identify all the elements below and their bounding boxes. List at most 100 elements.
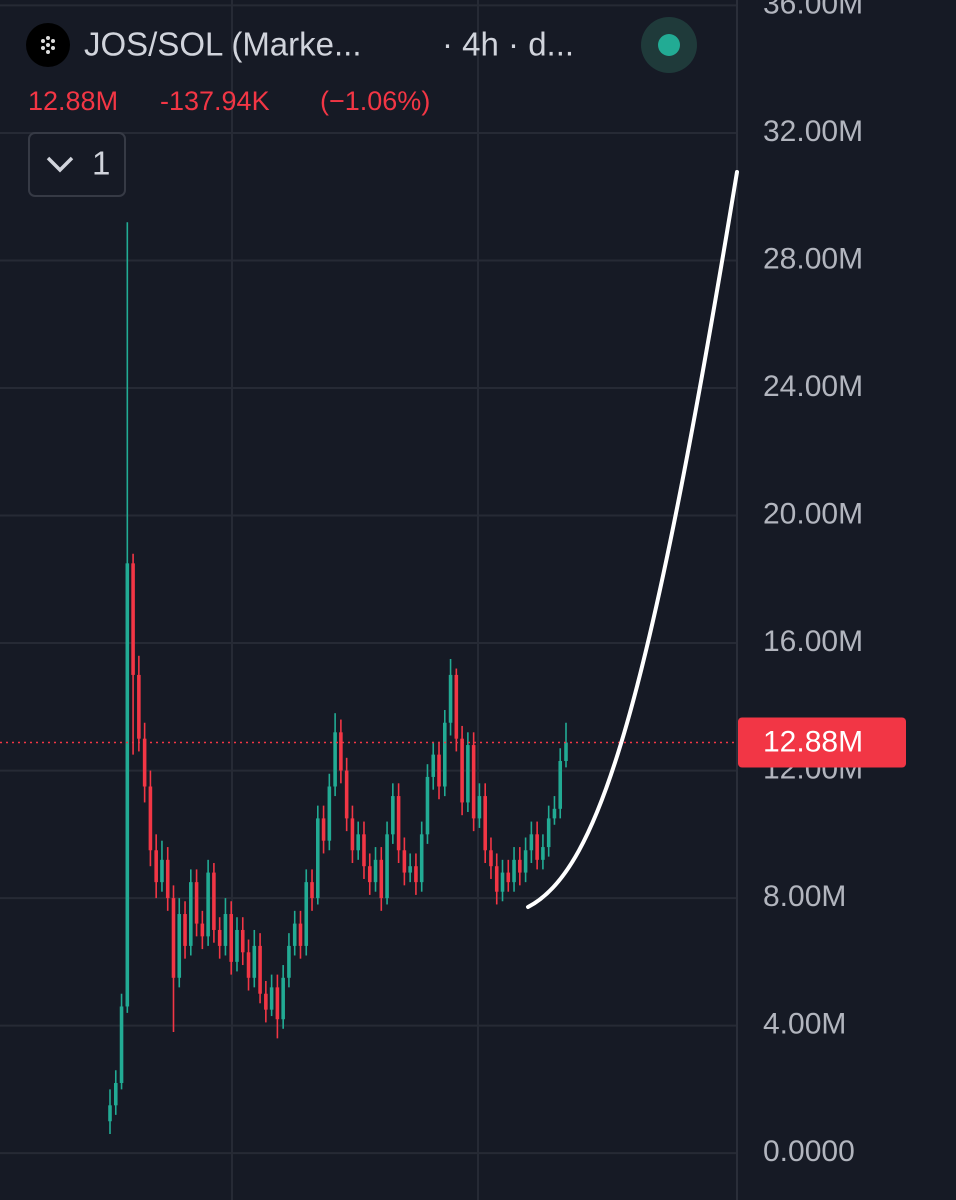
candle-body <box>298 923 303 946</box>
last-price-label: 12.88M <box>763 725 863 758</box>
status-dot <box>658 34 680 56</box>
candle-body <box>523 850 528 873</box>
candle-body <box>137 674 141 739</box>
candle-body <box>362 834 366 867</box>
candle-body <box>518 859 522 873</box>
candle-body <box>171 898 176 978</box>
indicator-toggle[interactable] <box>28 132 126 197</box>
candle-body <box>425 776 430 835</box>
candle-body <box>431 754 436 777</box>
candle-body <box>287 945 291 978</box>
y-tick-label: 16.00M <box>763 625 863 658</box>
candle-body <box>183 914 187 946</box>
candle-body <box>269 987 274 1010</box>
candle-body <box>258 945 262 994</box>
candle-body <box>310 882 314 899</box>
candle-body <box>165 859 170 899</box>
candle-body <box>541 847 545 860</box>
candle-body <box>489 850 493 867</box>
candle-body <box>113 1082 118 1106</box>
candle-body <box>408 866 412 873</box>
candle-body <box>564 742 568 761</box>
candle-body <box>119 1006 124 1083</box>
candle-body <box>177 914 182 978</box>
candle-body <box>189 882 193 946</box>
candle-body <box>414 866 418 883</box>
candle-body <box>477 796 482 819</box>
candle-body <box>148 786 153 851</box>
candle-body <box>206 872 210 937</box>
candle-body <box>367 866 372 883</box>
grid <box>0 0 737 1200</box>
candle-body <box>246 952 251 978</box>
candle-body <box>471 745 476 819</box>
plot-area <box>0 222 737 1135</box>
candle-body <box>396 796 401 851</box>
last-price-box <box>738 717 906 768</box>
subtitle: · 4h · d... <box>442 26 574 63</box>
candle-body <box>466 745 470 803</box>
candle-body <box>154 850 158 883</box>
candle-body <box>535 834 539 860</box>
candle-body <box>339 732 343 771</box>
candle-body <box>235 929 239 962</box>
candle-body <box>264 993 268 1010</box>
candle-body <box>356 834 360 851</box>
candle-body <box>442 722 447 787</box>
candle-body <box>108 1105 112 1122</box>
candle-body <box>546 818 551 848</box>
candle-body <box>304 882 309 946</box>
y-tick-label: 4.00M <box>763 1008 846 1041</box>
indicator-count: 1 <box>92 145 110 182</box>
candle-body <box>500 872 505 892</box>
candle-body <box>200 923 205 937</box>
candle-body <box>223 914 228 946</box>
candle-body <box>391 796 395 835</box>
title: JOS/SOL (Marke... <box>84 26 362 63</box>
candle-body <box>125 563 130 1007</box>
candle-body <box>558 760 563 809</box>
candle-body <box>131 563 135 675</box>
candle-body <box>460 738 464 803</box>
candle-body <box>344 770 349 819</box>
candle-body <box>494 866 499 892</box>
y-tick-label: 32.00M <box>763 115 863 148</box>
chevron <box>46 156 74 173</box>
y-tick-label: 36.00M <box>763 0 863 20</box>
candle-body <box>327 786 332 841</box>
candle-body <box>240 929 245 953</box>
candle-body <box>552 808 557 819</box>
candle-body <box>316 818 320 899</box>
y-tick-label: 28.00M <box>763 242 863 275</box>
candle-body <box>512 859 516 883</box>
candle-body <box>281 977 285 1020</box>
candle-body <box>529 834 534 851</box>
y-axis: 0.00004.00M8.00M12.00M16.00M20.00M24.00M… <box>738 0 906 1168</box>
candle-body <box>385 834 389 899</box>
candle-body <box>229 914 234 962</box>
candle-body <box>252 945 257 978</box>
candle-body <box>379 859 384 899</box>
logo-dots <box>41 36 55 54</box>
candle-body <box>350 818 355 851</box>
candle-body <box>506 872 511 883</box>
y-tick-label: 20.00M <box>763 497 863 530</box>
annotation-curve <box>526 170 739 909</box>
candle-body <box>483 796 487 851</box>
candle-body <box>321 818 326 841</box>
candle-body <box>160 859 164 883</box>
candle-body <box>275 987 280 1020</box>
candle-body <box>419 834 424 883</box>
y-tick-label: 0.0000 <box>763 1135 855 1168</box>
candle-body <box>333 732 337 787</box>
candle-body <box>373 859 378 883</box>
change-percent: (−1.06%) <box>320 86 430 116</box>
candle-body <box>402 850 407 873</box>
change: -137.94K <box>160 86 270 116</box>
last-price: 12.88M <box>28 86 118 116</box>
candle-body <box>437 754 441 787</box>
candle-body <box>142 738 147 787</box>
candle-body <box>448 674 453 723</box>
candle-body <box>454 674 459 739</box>
